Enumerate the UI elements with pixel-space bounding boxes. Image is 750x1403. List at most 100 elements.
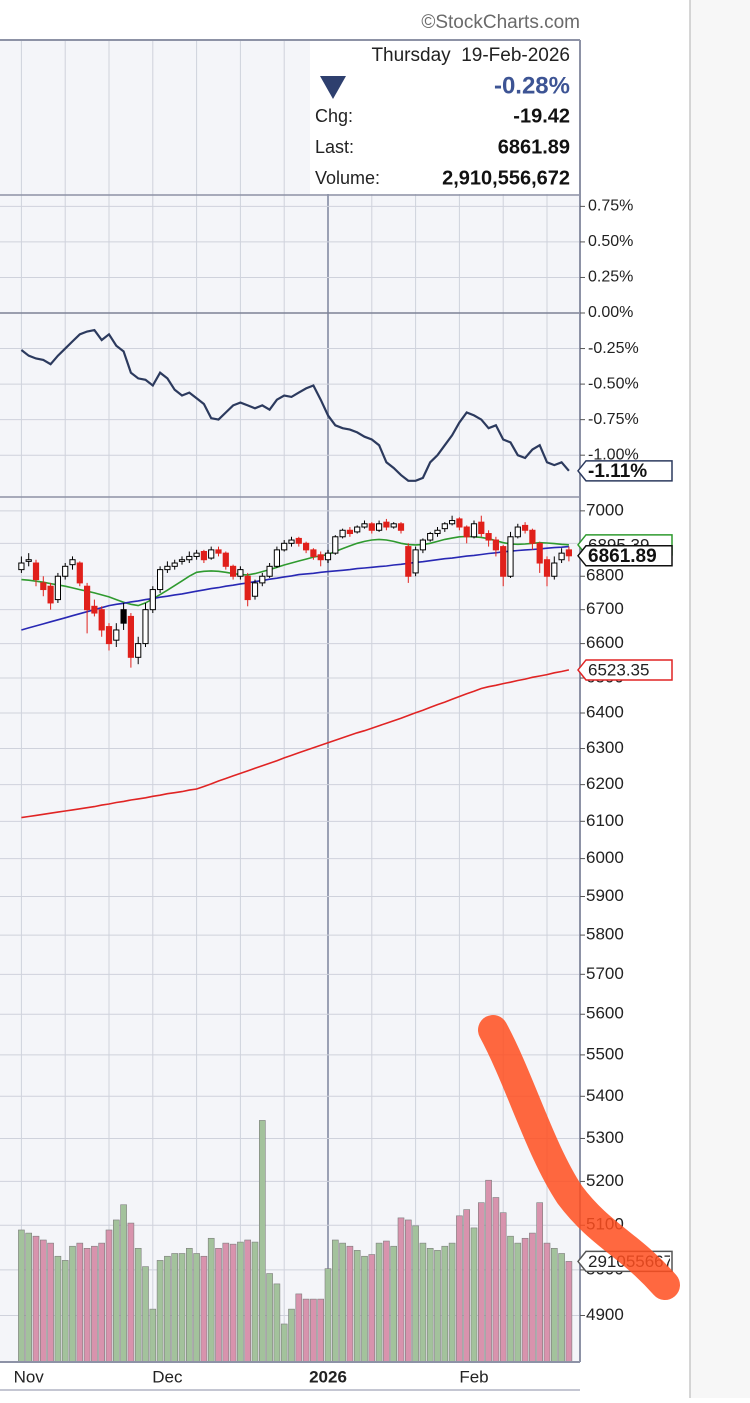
candle-body [390,523,397,528]
candle-body [84,585,91,611]
volume-bar [295,1293,303,1363]
volume-bar [113,1219,120,1363]
y-tick-label: 5800 [586,925,624,944]
candle-body [113,629,120,641]
candle-body [405,546,412,577]
y-tick-label: 6300 [586,738,624,757]
volume-bar [470,1227,478,1363]
info-volume: 2,910,556,672 [442,167,570,189]
volume-bar [514,1242,522,1363]
volume-bar [186,1247,193,1363]
x-tick-label: Dec [152,1367,183,1386]
value-box [577,659,673,681]
y-tick-label: 6800 [586,566,624,585]
candle-body [127,615,135,658]
volume-bar [61,1260,69,1363]
candle-body [157,569,164,591]
y-tick-label: 7000 [586,500,624,519]
y-tick-label: -0.50% [588,375,639,392]
candle-body [186,555,193,561]
volume-bar [404,1219,412,1363]
y-tick-label: 0.50% [588,233,633,250]
volume-bar [280,1323,288,1363]
candle-body [178,559,186,562]
candle-body [47,585,54,604]
value-box-label: -1.11% [588,461,647,482]
volume-bar [25,1232,33,1363]
candle-body [551,562,558,577]
candle-body [120,609,127,624]
volume-bar [18,1229,25,1363]
volume-bar [353,1250,361,1363]
volume-bar [54,1255,62,1363]
candle-body [281,542,288,551]
volume-bar [361,1255,368,1363]
y-tick-label: 6000 [586,848,624,867]
moving-average-line [21,545,569,631]
candle-body [536,542,543,564]
volume-bar [492,1197,500,1363]
volume-bar [251,1241,259,1363]
volume-bar [499,1212,507,1363]
volume-bar [310,1298,317,1363]
info-box [310,41,579,194]
frame [0,39,581,1391]
candle-body [324,552,332,561]
y-tick-label: 5900 [586,886,624,905]
plot-background [0,40,580,1362]
y-tick-label: -0.75% [588,411,639,428]
candle-body [507,536,514,577]
candle-layer [18,515,572,668]
volume-bar [317,1298,325,1363]
volume-bar [448,1242,456,1363]
candle-body [105,626,113,645]
candle-body [25,559,32,562]
volume-bar [178,1253,186,1363]
volume-bar [346,1245,354,1363]
y-tick-label: 5500 [586,1044,624,1063]
info-last-label: Last: [315,137,354,157]
candle-body [76,562,83,584]
volume-bar [244,1239,251,1363]
highlighter-annotation [478,1015,680,1300]
x-tick-label: Feb [459,1367,488,1386]
value-box-label: 6523.35 [588,660,649,679]
volume-bar [200,1255,208,1363]
volume-bar [383,1240,390,1363]
candle-body [514,526,521,538]
candle-body [529,529,536,544]
volume-bar [222,1242,230,1363]
candle-body [303,542,310,551]
volume-bar [558,1253,565,1363]
y-tick-label: 5700 [586,964,624,983]
volume-bar [142,1266,149,1363]
y-tick-label: 0.25% [588,269,633,286]
candle-body [441,523,448,530]
candle-body [376,523,383,531]
candle-body [354,526,361,533]
candle-body [295,537,302,544]
volume-bar [521,1237,529,1363]
candle-body [62,565,69,577]
relative-line [20,328,570,482]
info-chg: -19.42 [513,105,570,127]
candle-body [193,552,200,557]
volume-bar [105,1229,113,1363]
candle-body [463,526,470,538]
volume-bar [47,1242,54,1363]
candle-body [164,565,171,571]
candle-body [200,551,208,561]
y-tick-label: 6400 [586,702,624,721]
candle-body [368,523,375,531]
info-change-pct: -0.28% [494,72,570,99]
y-tick-label: 6700 [586,599,624,618]
candle-body [208,549,215,559]
candle-body [215,549,222,554]
candle-body [251,582,259,597]
relative-layer [20,328,570,482]
candle-body [492,539,499,551]
volume-bar [375,1242,383,1363]
moving-average-line [21,535,569,607]
candle-body [171,562,178,567]
candle-body [310,549,317,557]
